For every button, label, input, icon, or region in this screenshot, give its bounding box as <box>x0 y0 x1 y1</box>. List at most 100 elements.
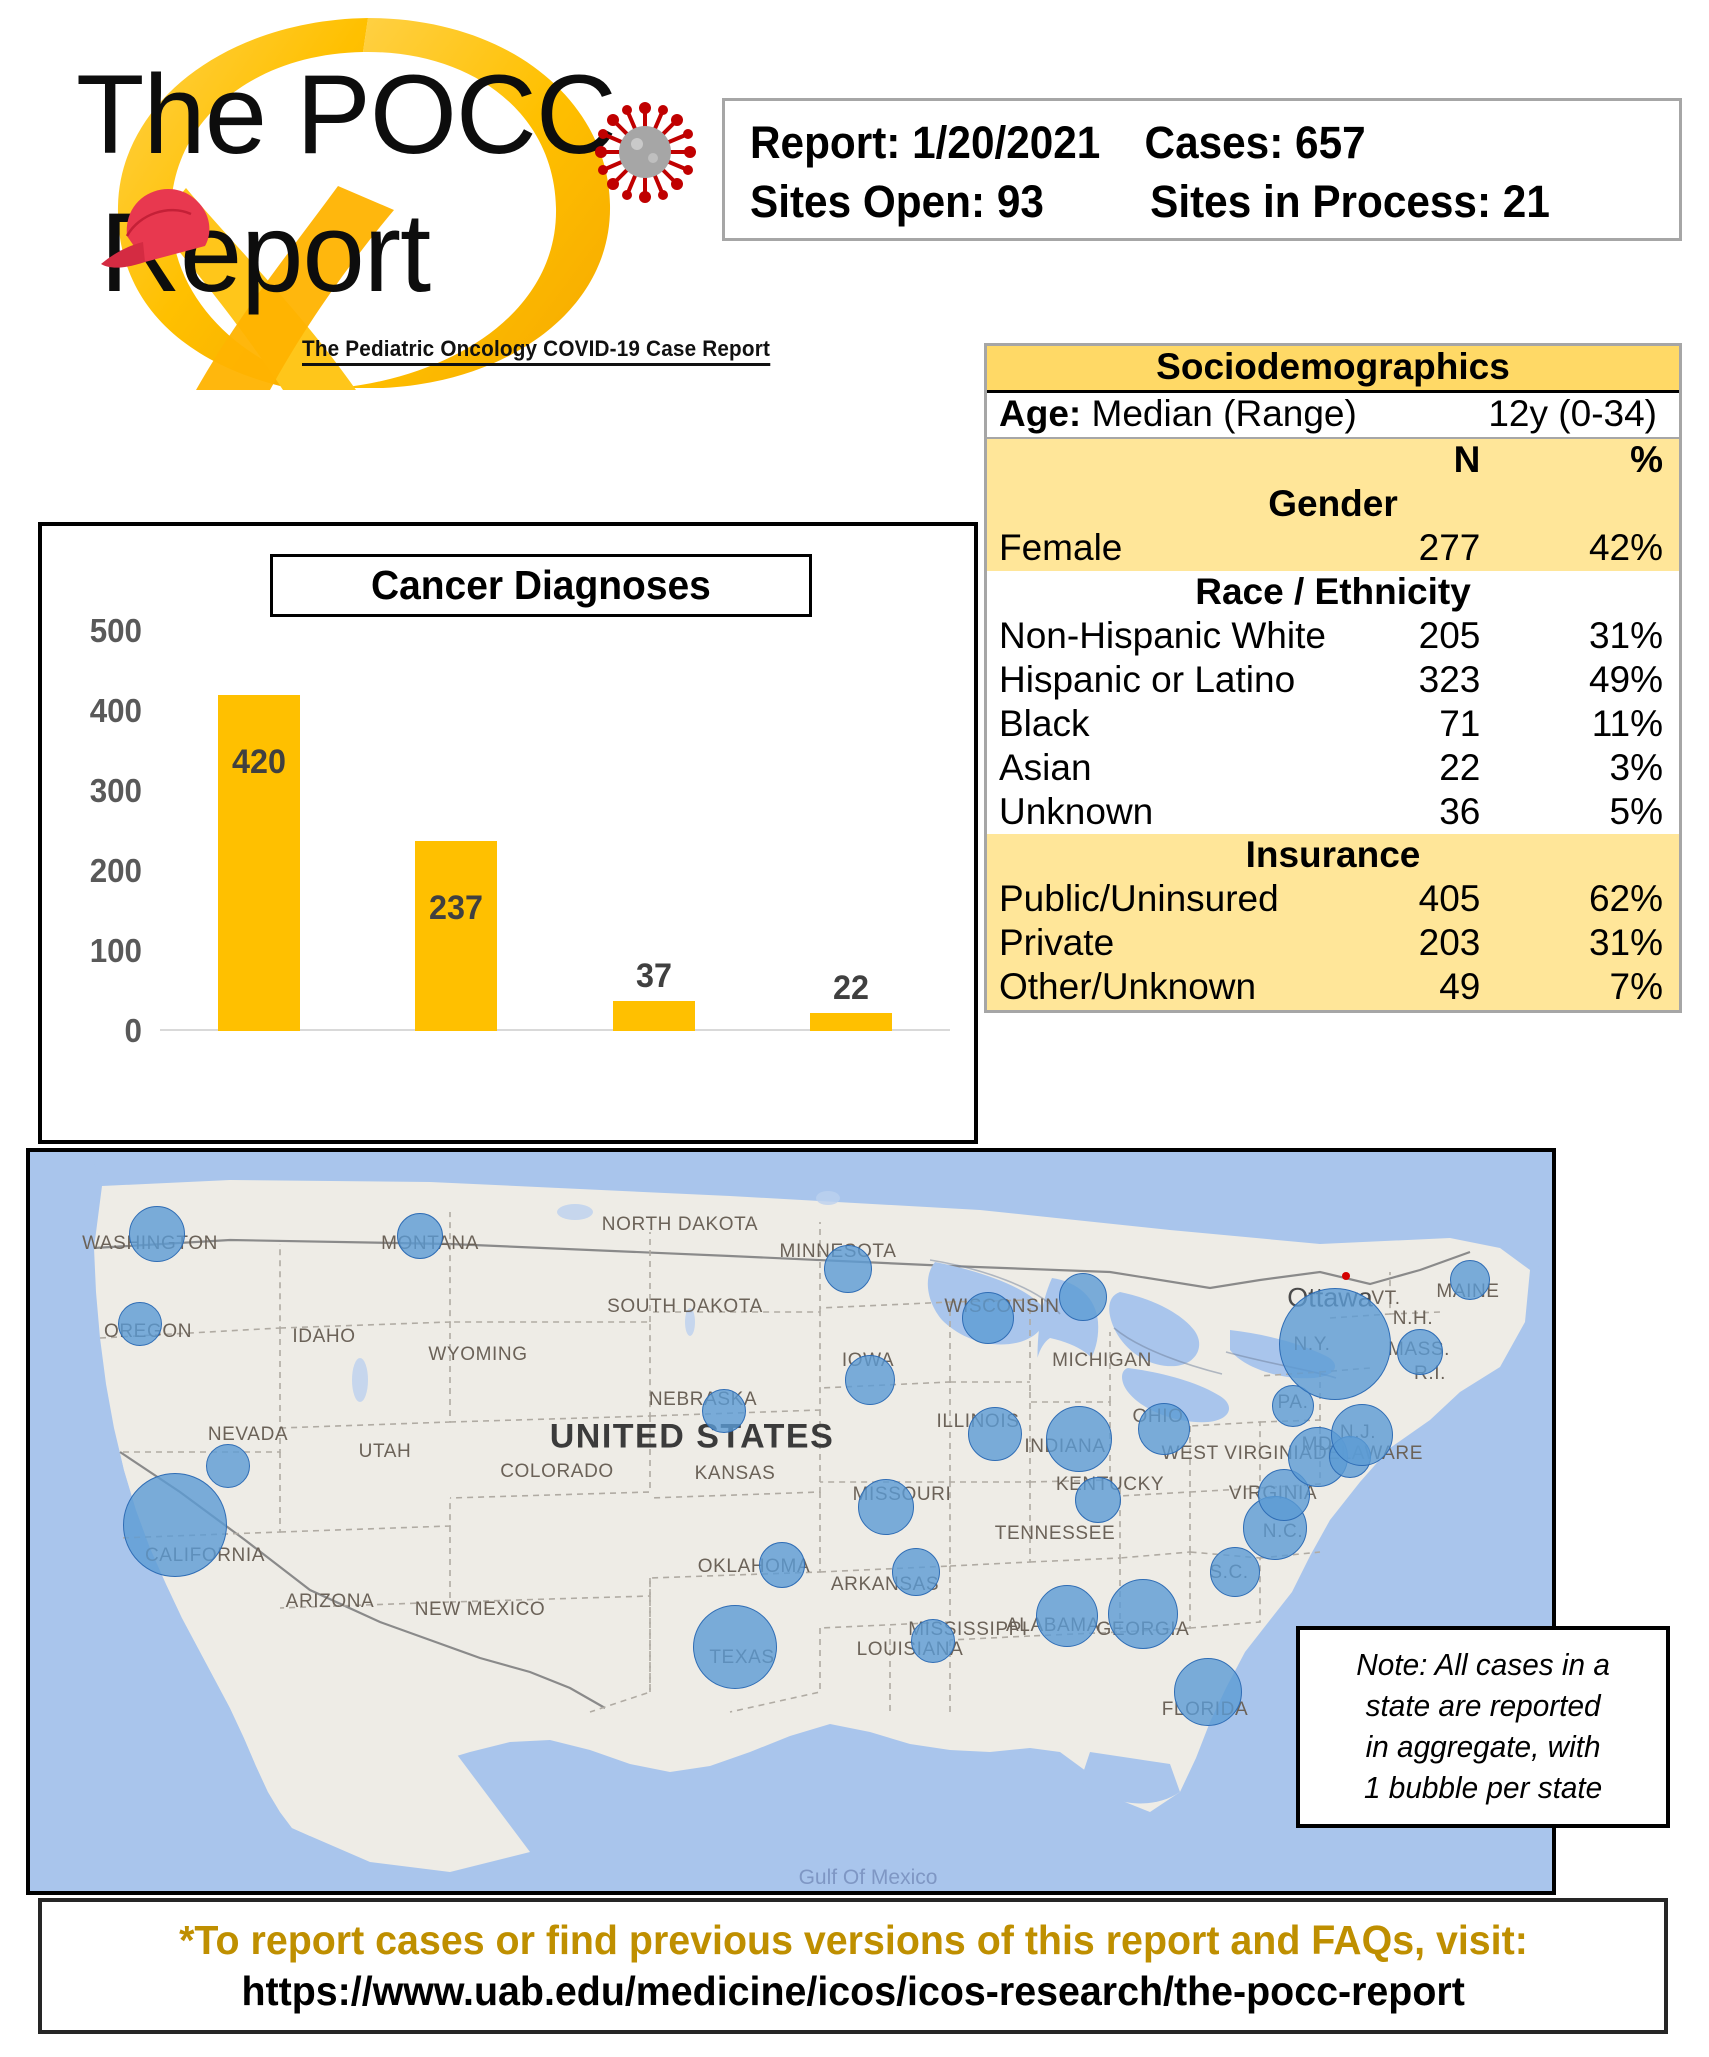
socio-row-label: Other/Unknown <box>987 966 1371 1011</box>
socio-data-row: Public/Uninsured 405 62% <box>987 878 1679 923</box>
map-state-bubble[interactable] <box>1108 1579 1178 1649</box>
cases-label: Cases: <box>1144 117 1284 168</box>
bar-value-label: 22 <box>833 969 870 1008</box>
bar-value-label: 237 <box>429 889 484 928</box>
map-state-bubble[interactable] <box>968 1407 1022 1461</box>
socio-row-label: Unknown <box>987 790 1371 835</box>
map-state-label: KANSAS <box>694 1463 776 1484</box>
map-state-bubble[interactable] <box>1331 1404 1393 1466</box>
socio-row-pct: 62% <box>1488 878 1679 923</box>
map-state-label: MICHIGAN <box>1052 1350 1152 1371</box>
y-axis-tick: 200 <box>89 852 142 889</box>
map-state-bubble[interactable] <box>759 1542 805 1588</box>
map-state-bubble[interactable] <box>702 1389 746 1433</box>
socio-section-heading-row: Insurance <box>987 834 1679 879</box>
socio-row-n: 36 <box>1370 790 1489 835</box>
age-label-cell: Age: Median (Range) <box>987 391 1489 439</box>
age-value: 12y (0-34) <box>1488 391 1679 439</box>
socio-row-n: 71 <box>1370 702 1489 747</box>
map-state-bubble[interactable] <box>1138 1403 1190 1455</box>
map-state-bubble[interactable] <box>1075 1477 1121 1523</box>
socio-row-label: Non-Hispanic White <box>987 614 1371 659</box>
map-state-bubble[interactable] <box>123 1473 227 1577</box>
socio-row-label: Black <box>987 702 1371 747</box>
sites-open-label: Sites Open: <box>750 176 986 228</box>
map-state-bubble[interactable] <box>693 1605 777 1689</box>
coronavirus-icon <box>595 102 696 203</box>
red-baseball-cap-icon <box>101 189 210 268</box>
map-state-label: NORTH DAKOTA <box>601 1214 759 1235</box>
map-state-bubble[interactable] <box>1450 1260 1490 1300</box>
socio-data-row: Unknown 36 5% <box>987 790 1679 835</box>
map-state-bubble[interactable] <box>1059 1273 1107 1321</box>
socio-row-n: 49 <box>1370 966 1489 1011</box>
socio-row-label: Public/Uninsured <box>987 878 1371 923</box>
map-state-bubble[interactable] <box>1397 1329 1443 1375</box>
socio-section-heading-row: Race / Ethnicity <box>987 570 1679 615</box>
map-state-bubble[interactable] <box>911 1619 955 1663</box>
socio-row-pct: 3% <box>1488 746 1679 791</box>
column-header-n: N <box>1370 437 1489 483</box>
logo-title-line1: The POCC <box>76 52 617 177</box>
map-state-bubble[interactable] <box>892 1548 940 1596</box>
socio-row-pct: 42% <box>1488 526 1679 571</box>
map-water-label: Gulf Of Mexico <box>798 1866 938 1889</box>
chart-bar <box>810 1013 893 1031</box>
socio-data-row: Female 277 42% <box>987 526 1679 571</box>
map-state-bubble[interactable] <box>206 1444 250 1488</box>
socio-row-label: Hispanic or Latino <box>987 658 1371 703</box>
sites-open-value: 93 <box>996 176 1044 228</box>
socio-column-header-row: N% <box>987 437 1679 483</box>
map-city-dot-ottawa <box>1342 1272 1350 1280</box>
map-state-label: N.H. <box>1392 1308 1434 1329</box>
sociodemographics-table: Sociodemographics Age: Median (Range) 12… <box>984 343 1682 1014</box>
chart-bar <box>217 695 300 1031</box>
socio-section-heading: Gender <box>987 482 1679 527</box>
footer-instruction: *To report cases or find previous versio… <box>178 1917 1528 1963</box>
socio-row-n: 277 <box>1370 526 1489 571</box>
sites-in-process-value: 21 <box>1502 176 1550 228</box>
x-axis-line <box>160 1029 950 1031</box>
map-state-bubble[interactable] <box>397 1213 443 1259</box>
report-summary-line-1: Report: 1/20/2021 Cases: 657 <box>750 113 1623 172</box>
map-state-bubble[interactable] <box>962 1292 1014 1344</box>
map-state-bubble[interactable] <box>858 1479 914 1535</box>
map-state-bubble[interactable] <box>1210 1547 1260 1597</box>
bar-value-label: 420 <box>231 743 286 781</box>
map-country-label: UNITED STATES <box>549 1417 835 1456</box>
map-state-label: COLORADO <box>500 1461 614 1482</box>
socio-row-pct: 7% <box>1488 966 1679 1011</box>
map-state-bubble[interactable] <box>824 1245 872 1293</box>
map-state-bubble[interactable] <box>118 1302 162 1346</box>
footer-box: *To report cases or find previous versio… <box>38 1898 1668 2034</box>
socio-row-pct: 31% <box>1488 614 1679 659</box>
map-state-label: ARIZONA <box>285 1591 375 1612</box>
socio-data-row: Black 71 11% <box>987 702 1679 747</box>
footer-url[interactable]: https://www.uab.edu/medicine/icos/icos-r… <box>241 1968 1465 2014</box>
map-state-bubble[interactable] <box>1174 1658 1242 1726</box>
map-state-bubble[interactable] <box>1036 1585 1098 1647</box>
socio-table-title-row: Sociodemographics <box>987 346 1679 393</box>
map-state-bubble[interactable] <box>1272 1385 1314 1427</box>
socio-row-n: 323 <box>1370 658 1489 703</box>
map-state-bubble[interactable] <box>129 1206 185 1262</box>
report-date-value: 1/20/2021 <box>912 117 1101 168</box>
map-state-bubble[interactable] <box>845 1355 895 1405</box>
socio-data-row: Other/Unknown 49 7% <box>987 966 1679 1011</box>
column-header-pct: % <box>1488 437 1679 483</box>
map-state-bubble[interactable] <box>1279 1288 1391 1400</box>
logo-tagline: The Pediatric Oncology COVID-19 Case Rep… <box>302 336 771 366</box>
socio-section-heading: Insurance <box>987 834 1679 879</box>
socio-row-n: 405 <box>1370 878 1489 923</box>
socio-section-heading: Race / Ethnicity <box>987 570 1679 615</box>
report-summary-box: Report: 1/20/2021 Cases: 657 Sites Open:… <box>722 98 1682 241</box>
y-axis-tick: 100 <box>89 932 142 969</box>
map-state-label: WEST VIRGINIA <box>1161 1443 1313 1464</box>
map-note-box: Note: All cases in a state are reported in… <box>1296 1626 1670 1828</box>
age-label: Age: <box>999 392 1082 434</box>
chart-bar <box>415 841 498 1031</box>
map-state-bubble[interactable] <box>1046 1406 1112 1472</box>
socio-row-label: Private <box>987 922 1371 967</box>
map-state-label: VT. <box>1371 1288 1401 1309</box>
